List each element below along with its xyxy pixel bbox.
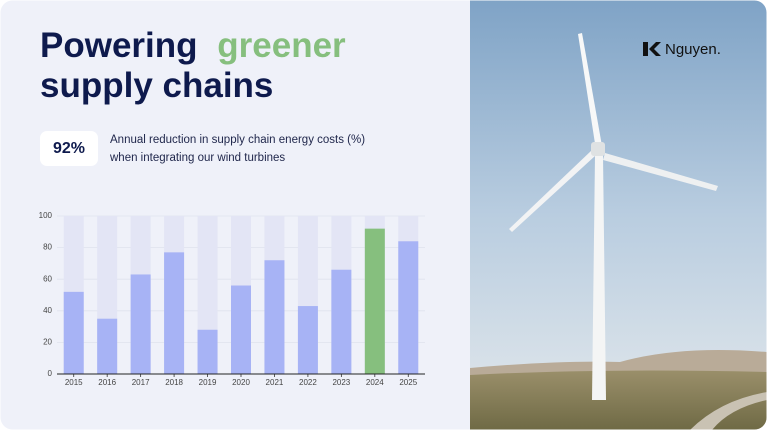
bar [297, 306, 318, 374]
stat-value: 92% [53, 140, 85, 157]
x-tick-label: 2018 [165, 378, 183, 387]
y-tick-label: 20 [43, 338, 52, 347]
bar [97, 318, 118, 374]
x-tick-label: 2021 [266, 378, 284, 387]
x-tick-label: 2017 [132, 378, 150, 387]
photo [470, 0, 767, 430]
logo: Nguyen. [643, 41, 721, 58]
chart: 0 20 40 60 80 100 2015 2016 2017 2018 2019 2020 2021… [39, 211, 425, 387]
bar [398, 241, 419, 374]
y-tick-label: 100 [39, 211, 53, 220]
y-tick-label: 40 [43, 306, 52, 315]
x-tick-label: 2020 [232, 378, 250, 387]
stat-description: when integrating our wind turbines [109, 152, 285, 164]
title-part: Powering [40, 26, 198, 65]
x-tick-label: 2019 [199, 378, 217, 387]
y-tick-label: 60 [43, 274, 52, 283]
x-tick-label: 2024 [366, 378, 384, 387]
bar [364, 228, 385, 374]
stat-box [40, 131, 98, 166]
x-tick-label: 2022 [299, 378, 317, 387]
bar [264, 260, 285, 374]
bar [63, 291, 84, 374]
title-highlight: greener [217, 26, 346, 65]
bar [231, 285, 251, 374]
logo-text: Nguyen. [665, 41, 721, 58]
x-tick-label: 2023 [332, 378, 350, 387]
bar [164, 252, 185, 374]
title-part: supply chains [40, 66, 273, 105]
stat-description: Annual reduction in supply chain energy … [110, 134, 365, 146]
bar [197, 329, 218, 374]
x-tick-label: 2016 [98, 378, 116, 387]
title: Powering greener supply chains [40, 26, 355, 105]
bar [331, 269, 352, 374]
x-tick-label: 2015 [65, 378, 83, 387]
y-tick-label: 80 [43, 243, 52, 252]
y-tick-label: 0 [48, 369, 53, 378]
x-tick-label: 2025 [399, 378, 417, 387]
bar [130, 274, 151, 374]
